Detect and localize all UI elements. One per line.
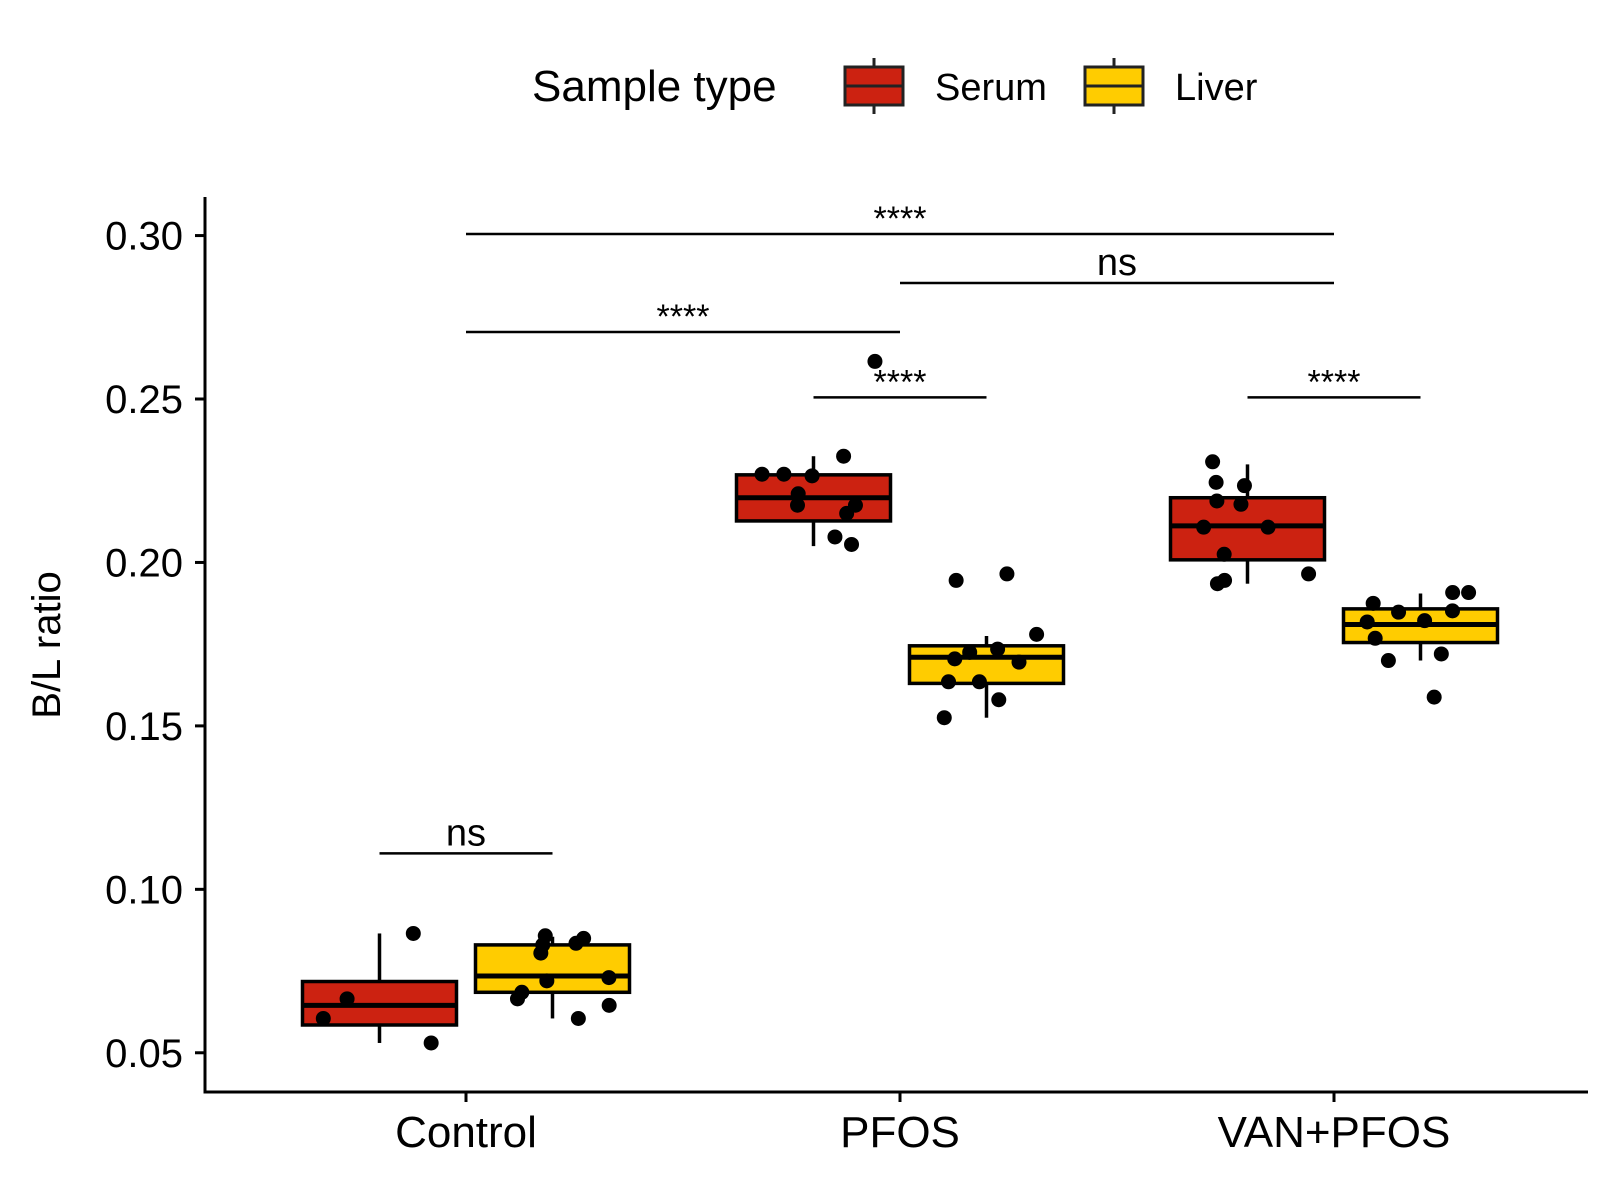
legend-label-liver: Liver xyxy=(1175,67,1258,109)
x-tick-label: Control xyxy=(395,1108,537,1157)
y-axis-title: B/L ratio xyxy=(25,571,69,718)
data-point xyxy=(601,970,617,986)
significance-bracket: ns xyxy=(900,242,1334,285)
data-point xyxy=(1196,519,1212,535)
data-point xyxy=(1380,653,1396,669)
y-tick-label: 0.20 xyxy=(105,541,183,585)
data-point xyxy=(941,674,957,690)
data-point xyxy=(1426,689,1442,705)
significance-bracket: **** xyxy=(466,200,1334,238)
x-tick-label: VAN+PFOS xyxy=(1218,1108,1451,1157)
data-point xyxy=(423,1035,439,1051)
data-point xyxy=(1391,604,1407,620)
data-point xyxy=(776,466,792,482)
plot-area xyxy=(300,353,1500,1051)
data-point xyxy=(990,641,1006,657)
data-point xyxy=(1359,614,1375,630)
data-point xyxy=(971,674,987,690)
data-point xyxy=(1208,474,1224,490)
significance-label: ns xyxy=(1097,242,1137,284)
data-point xyxy=(1461,585,1477,601)
y-tick-label: 0.10 xyxy=(105,868,183,912)
data-point xyxy=(570,1010,586,1026)
data-point xyxy=(1365,595,1381,611)
data-point xyxy=(1011,654,1027,670)
significance-label: **** xyxy=(874,363,927,401)
data-point xyxy=(1367,630,1383,646)
data-point xyxy=(1233,496,1249,512)
data-point xyxy=(1209,576,1225,592)
significance-bracket: **** xyxy=(466,298,900,336)
box-serum-control xyxy=(300,925,459,1051)
data-point xyxy=(1209,493,1225,509)
y-ticks: 0.05 0.10 0.15 0.20 0.25 0.30 xyxy=(105,215,205,1076)
legend-key-liver xyxy=(1083,58,1145,114)
significance-label: **** xyxy=(874,200,927,238)
data-point xyxy=(991,692,1007,708)
data-point xyxy=(315,1010,331,1026)
data-point xyxy=(339,991,355,1007)
data-point xyxy=(790,497,806,513)
data-point xyxy=(405,925,421,941)
data-point xyxy=(867,353,883,369)
data-point xyxy=(947,651,963,667)
data-point xyxy=(1444,603,1460,619)
box-body xyxy=(1168,495,1327,562)
x-ticks: Control PFOS VAN+PFOS xyxy=(395,1092,1450,1157)
data-point xyxy=(568,935,584,951)
data-point xyxy=(1236,478,1252,494)
data-point xyxy=(999,566,1015,582)
data-point xyxy=(839,505,855,521)
data-point xyxy=(827,529,843,545)
box-body xyxy=(907,644,1066,686)
significance-bracket: **** xyxy=(1247,363,1421,401)
data-point xyxy=(804,468,820,484)
y-tick-label: 0.30 xyxy=(105,215,183,259)
significance-label: **** xyxy=(1308,363,1361,401)
box-serum-van-pfos xyxy=(1168,454,1327,592)
data-point xyxy=(754,466,770,482)
y-tick-label: 0.25 xyxy=(105,378,183,422)
data-point xyxy=(936,710,952,726)
significance-bracket: **** xyxy=(813,363,987,401)
significance-bracket: ns xyxy=(379,812,553,855)
data-point xyxy=(844,536,860,552)
significance-label: **** xyxy=(657,298,710,336)
significance-label: ns xyxy=(446,812,486,854)
data-point xyxy=(1433,646,1449,662)
data-point xyxy=(509,991,525,1007)
data-point xyxy=(601,997,617,1013)
data-point xyxy=(1301,566,1317,582)
legend-title: Sample type xyxy=(532,62,777,111)
data-point xyxy=(1205,454,1221,470)
data-point xyxy=(1417,613,1433,629)
data-point xyxy=(962,644,978,660)
data-point xyxy=(790,486,806,502)
legend-label-serum: Serum xyxy=(935,67,1047,109)
data-point xyxy=(1260,519,1276,535)
legend: Sample type Serum Liver xyxy=(532,58,1258,114)
x-tick-label: PFOS xyxy=(840,1108,960,1157)
box-liver-control xyxy=(473,928,632,1026)
data-point xyxy=(1029,626,1045,642)
box-liver-pfos xyxy=(907,566,1066,726)
y-tick-label: 0.05 xyxy=(105,1032,183,1076)
box-liver-van-pfos xyxy=(1341,585,1500,705)
data-point xyxy=(539,973,555,989)
y-tick-label: 0.15 xyxy=(105,705,183,749)
data-point xyxy=(1216,546,1232,562)
data-point xyxy=(1445,585,1461,601)
data-point xyxy=(533,945,549,961)
data-point xyxy=(836,448,852,464)
significance-annotations: ns **** **** **** ns **** xyxy=(379,200,1421,855)
legend-key-serum xyxy=(843,58,905,114)
data-point xyxy=(948,572,964,588)
box-serum-pfos xyxy=(734,353,893,552)
